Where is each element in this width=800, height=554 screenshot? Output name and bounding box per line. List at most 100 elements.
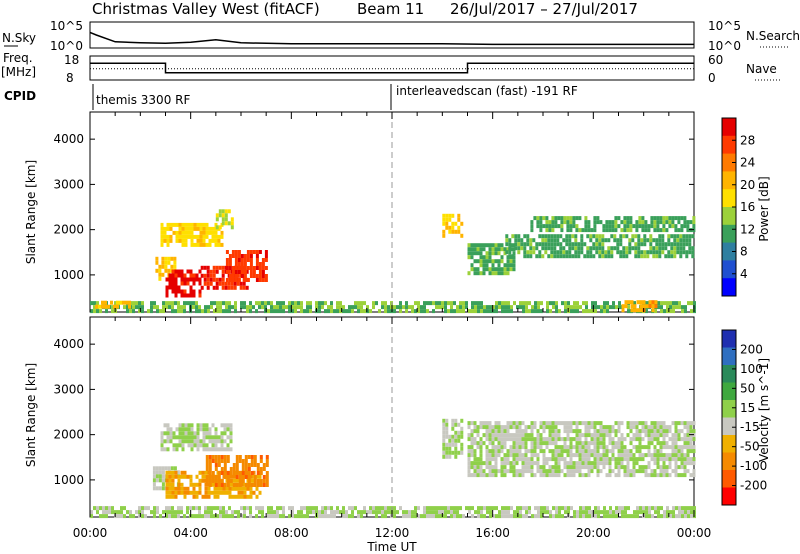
heatmap-cell xyxy=(660,514,663,519)
heatmap-cell xyxy=(177,269,181,274)
heatmap-cell xyxy=(673,234,677,239)
heatmap-cell xyxy=(683,224,687,229)
heatmap-cell xyxy=(147,506,150,511)
heatmap-cell xyxy=(668,445,672,450)
heatmap-cell xyxy=(170,256,174,261)
heatmap-cell xyxy=(252,250,256,254)
heatmap-cell xyxy=(462,514,465,519)
heatmap-cell xyxy=(587,449,591,454)
heatmap-cell xyxy=(608,449,612,454)
heatmap-cell xyxy=(524,437,528,442)
heatmap-cell xyxy=(228,262,232,266)
heatmap-cell xyxy=(554,220,558,225)
heatmap-cell xyxy=(485,461,489,466)
heatmap-cell xyxy=(453,510,456,515)
heatmap-cell xyxy=(548,469,552,474)
heatmap-cell xyxy=(375,510,378,515)
heatmap-cell xyxy=(529,238,533,243)
heatmap-cell xyxy=(429,510,432,515)
heatmap-cell xyxy=(186,510,189,515)
heatmap-cell xyxy=(482,267,486,272)
heatmap-cell xyxy=(594,514,597,519)
heatmap-cell xyxy=(620,433,624,438)
heatmap-cell xyxy=(638,441,642,446)
heatmap-cell xyxy=(172,447,176,452)
heatmap-cell xyxy=(205,435,209,440)
heatmap-cell xyxy=(482,461,486,466)
heatmap-cell xyxy=(158,466,162,471)
heatmap-cell xyxy=(549,514,552,519)
heatmap-cell xyxy=(662,421,666,426)
heatmap-cell xyxy=(438,301,441,306)
heatmap-cell xyxy=(226,479,230,483)
heatmap-cell xyxy=(108,510,111,515)
heatmap-cell xyxy=(545,461,549,466)
heatmap-cell xyxy=(680,445,684,450)
heatmap-cell xyxy=(659,228,663,233)
heatmap-cell xyxy=(619,250,623,255)
heatmap-cell xyxy=(602,433,606,438)
heatmap-cell xyxy=(258,506,261,511)
heatmap-cell xyxy=(150,305,153,310)
heatmap-cell xyxy=(210,490,214,495)
heatmap-cell xyxy=(474,309,477,314)
heatmap-cell xyxy=(249,301,252,306)
heatmap-cell xyxy=(652,246,656,251)
heatmap-cell xyxy=(181,435,185,440)
heatmap-cell xyxy=(505,234,509,239)
heatmap-cell xyxy=(339,309,342,314)
heatmap-cell xyxy=(518,453,522,458)
heatmap-cell xyxy=(503,267,507,272)
heatmap-cell xyxy=(575,453,579,458)
heatmap-cell xyxy=(300,301,303,306)
heatmap-cell xyxy=(183,289,187,294)
heatmap-cell xyxy=(206,269,210,274)
heatmap-cell xyxy=(590,449,594,454)
heatmap-cell xyxy=(205,427,209,432)
heatmap-cell xyxy=(345,514,348,519)
heatmap-cell xyxy=(649,250,653,255)
heatmap-cell xyxy=(189,482,193,487)
heatmap-cell xyxy=(192,305,195,310)
heatmap-cell xyxy=(372,301,375,306)
heatmap-cell xyxy=(593,437,597,442)
heatmap-cell xyxy=(423,510,426,515)
heatmap-cell xyxy=(537,305,540,310)
heatmap-cell xyxy=(570,506,573,511)
heatmap-cell xyxy=(216,309,219,314)
heatmap-cell xyxy=(506,263,510,268)
heatmap-cell xyxy=(541,238,545,243)
heatmap-cell xyxy=(357,514,360,519)
heatmap-cell xyxy=(640,242,644,247)
heatmap-cell xyxy=(141,514,144,519)
heatmap-cell xyxy=(525,506,528,511)
heatmap-cell xyxy=(161,256,165,261)
heatmap-cell xyxy=(686,429,690,434)
heatmap-cell xyxy=(438,514,441,519)
heatmap-cell xyxy=(192,506,195,511)
heatmap-cell xyxy=(653,228,657,233)
heatmap-cell xyxy=(566,461,570,466)
heatmap-cell xyxy=(671,437,675,442)
heatmap-cell xyxy=(512,445,516,450)
heatmap-cell xyxy=(158,276,162,281)
heatmap-cell xyxy=(482,259,486,264)
heatmap-cell xyxy=(237,494,241,499)
heatmap-cell xyxy=(555,506,558,511)
heatmap-cell xyxy=(264,258,268,262)
heatmap-cell xyxy=(588,309,591,314)
heatmap-cell xyxy=(203,281,207,286)
heatmap-cell xyxy=(476,243,480,248)
heatmap-cell xyxy=(243,510,246,515)
heatmap-cell xyxy=(629,469,633,474)
heatmap-cell xyxy=(153,305,156,310)
heatmap-cell xyxy=(193,443,197,448)
heatmap-cell xyxy=(255,262,259,266)
heatmap-cell xyxy=(357,301,360,306)
heatmap-cell xyxy=(666,506,669,511)
heatmap-cell xyxy=(453,309,456,314)
heatmap-cell xyxy=(187,431,191,436)
heatmap-cell xyxy=(213,309,216,314)
heatmap-cell xyxy=(491,247,495,252)
